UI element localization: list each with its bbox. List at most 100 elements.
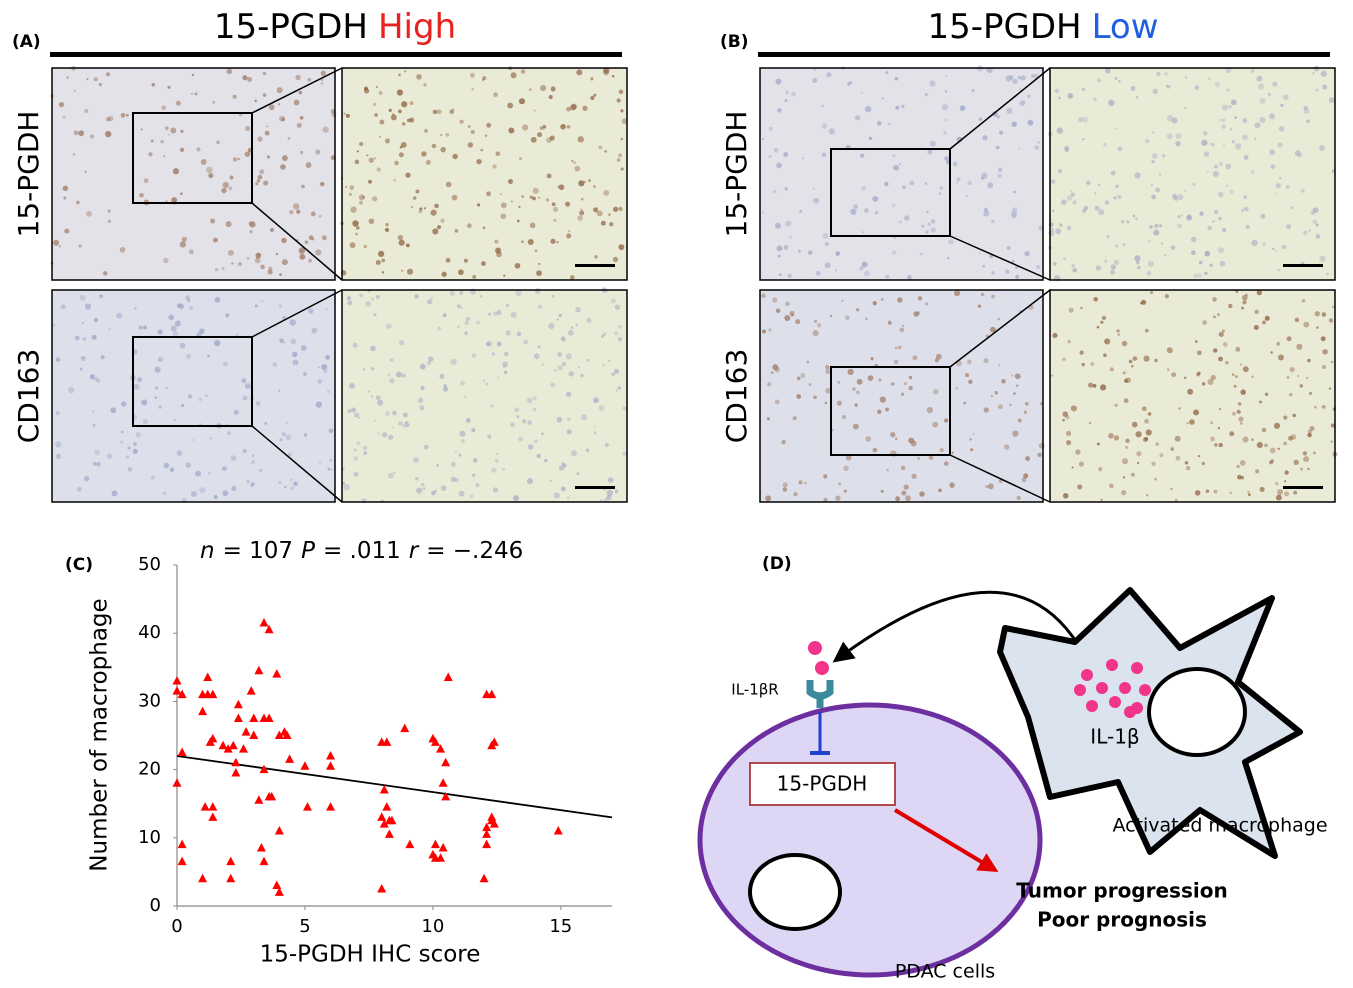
- texture: [573, 161, 576, 165]
- texture: [354, 159, 360, 165]
- texture: [1010, 211, 1018, 219]
- texture: [292, 359, 299, 366]
- texture: [1145, 429, 1152, 436]
- texture: [622, 406, 627, 411]
- texture: [450, 358, 457, 366]
- texture: [1070, 190, 1073, 193]
- texture: [482, 379, 486, 382]
- texture: [460, 380, 466, 386]
- texture: [213, 494, 218, 500]
- texture: [1184, 461, 1189, 465]
- texture: [1136, 451, 1142, 457]
- texture: [260, 264, 265, 270]
- trend-line: [176, 755, 613, 819]
- texture: [84, 170, 87, 173]
- point: [177, 856, 187, 866]
- il1b-dots: [808, 641, 1151, 718]
- texture: [821, 152, 826, 157]
- texture: [377, 431, 381, 435]
- point: [264, 624, 274, 634]
- texture: [803, 481, 807, 485]
- texture: [416, 487, 423, 494]
- texture: [924, 182, 928, 185]
- texture: [161, 105, 167, 111]
- texture: [784, 187, 788, 191]
- texture: [1177, 215, 1181, 219]
- texture: [593, 431, 597, 435]
- texture: [556, 240, 559, 244]
- texture: [431, 143, 437, 149]
- texture: [1279, 177, 1282, 180]
- panel-label: (D): [762, 554, 792, 574]
- texture: [537, 304, 543, 309]
- point: [300, 761, 310, 770]
- texture: [1016, 495, 1021, 501]
- texture: [254, 99, 257, 103]
- texture: [593, 207, 599, 213]
- texture: [1219, 260, 1226, 267]
- texture: [590, 95, 595, 100]
- texture: [1174, 435, 1181, 442]
- texture: [68, 386, 75, 394]
- texture: [1229, 491, 1233, 495]
- row-label: CD163: [720, 349, 753, 444]
- texture: [864, 208, 869, 213]
- micrograph: [52, 68, 335, 280]
- texture: [78, 244, 82, 248]
- texture: [459, 430, 466, 437]
- texture: [575, 306, 581, 313]
- texture: [1225, 163, 1232, 170]
- texture: [1184, 106, 1187, 109]
- texture: [499, 192, 502, 196]
- texture: [63, 196, 67, 200]
- texture: [1217, 247, 1225, 254]
- texture: [887, 320, 892, 325]
- texture: [1067, 226, 1072, 231]
- point: [438, 778, 448, 787]
- texture: [1186, 214, 1192, 221]
- texture: [1159, 224, 1163, 228]
- texture: [554, 369, 557, 372]
- texture: [1319, 145, 1325, 152]
- texture: [1228, 105, 1232, 109]
- texture: [434, 203, 439, 209]
- texture: [1204, 271, 1208, 275]
- texture: [621, 118, 628, 125]
- texture: [214, 297, 221, 303]
- texture: [982, 135, 988, 141]
- texture: [508, 127, 515, 134]
- texture: [374, 113, 378, 117]
- texture: [1218, 443, 1223, 448]
- texture: [174, 419, 177, 422]
- texture: [934, 358, 939, 363]
- texture: [155, 386, 159, 390]
- texture: [180, 129, 184, 133]
- texture: [1303, 321, 1310, 328]
- texture: [86, 210, 92, 217]
- texture: [1274, 192, 1277, 195]
- texture: [242, 75, 248, 81]
- texture: [1121, 490, 1127, 496]
- texture: [259, 169, 265, 175]
- texture: [381, 258, 386, 263]
- texture: [878, 378, 882, 382]
- texture: [1292, 413, 1296, 418]
- texture: [398, 152, 404, 158]
- texture: [806, 360, 810, 364]
- texture: [249, 229, 253, 234]
- texture: [1071, 263, 1075, 268]
- texture: [255, 252, 262, 259]
- texture: [1213, 164, 1218, 169]
- texture: [362, 368, 366, 371]
- texture: [576, 472, 580, 476]
- texture: [1038, 442, 1045, 449]
- texture: [1065, 415, 1070, 420]
- texture: [1104, 200, 1110, 205]
- texture: [865, 435, 872, 442]
- texture: [495, 151, 501, 156]
- texture: [1134, 255, 1141, 262]
- texture: [600, 499, 603, 502]
- texture: [81, 321, 85, 325]
- texture: [891, 382, 895, 386]
- texture: [500, 202, 507, 209]
